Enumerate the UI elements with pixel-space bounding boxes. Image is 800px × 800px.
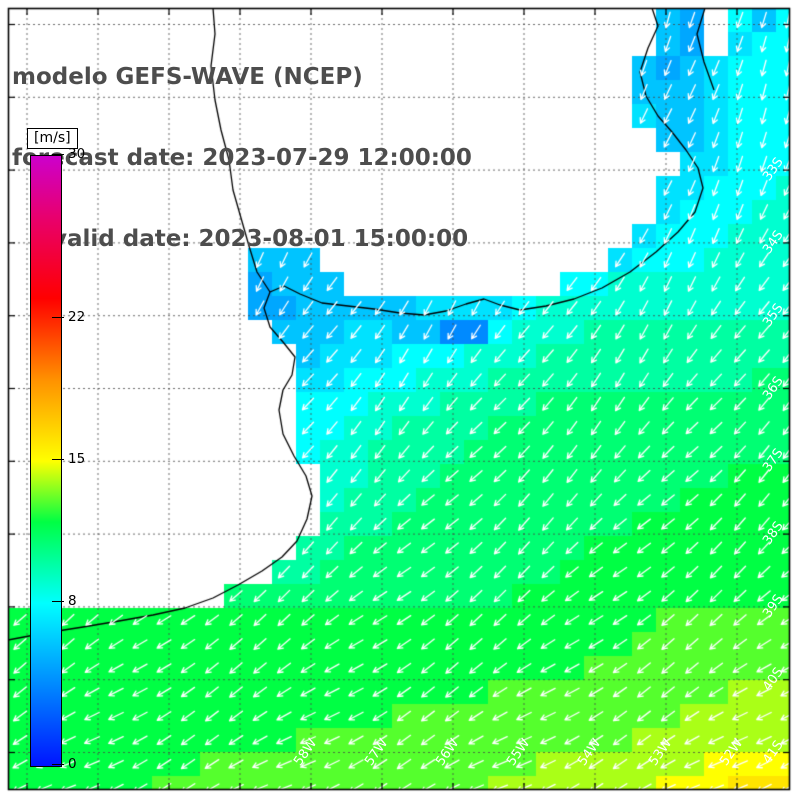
colorbar: [m/s] 30 22 15 8 0 bbox=[27, 128, 110, 788]
colorbar-tick-mark bbox=[52, 764, 64, 765]
valid-date: valid date: 2023-08-01 15:00:00 bbox=[52, 226, 469, 252]
colorbar-tick-label: 0 bbox=[68, 756, 77, 772]
colorbar-tick-label: 8 bbox=[68, 593, 77, 610]
colorbar-tick-mark bbox=[52, 316, 64, 318]
colorbar-tick-mark bbox=[52, 601, 64, 603]
colorbar-tick-mark bbox=[52, 459, 64, 460]
colorbar-tick-mark bbox=[52, 154, 64, 155]
model-name: modelo GEFS-WAVE (NCEP) bbox=[12, 64, 363, 90]
forecast-date: forecast date: 2023-07-29 12:00:00 bbox=[12, 145, 472, 171]
colorbar-tick-label: 22 bbox=[68, 308, 86, 325]
title-block: modelo GEFS-WAVE (NCEP) forecast date: 2… bbox=[12, 10, 472, 307]
colorbar-gradient bbox=[30, 155, 62, 767]
colorbar-unit-label: [m/s] bbox=[27, 128, 78, 149]
colorbar-tick-label: 30 bbox=[68, 146, 86, 162]
colorbar-tick-label: 15 bbox=[68, 451, 86, 467]
